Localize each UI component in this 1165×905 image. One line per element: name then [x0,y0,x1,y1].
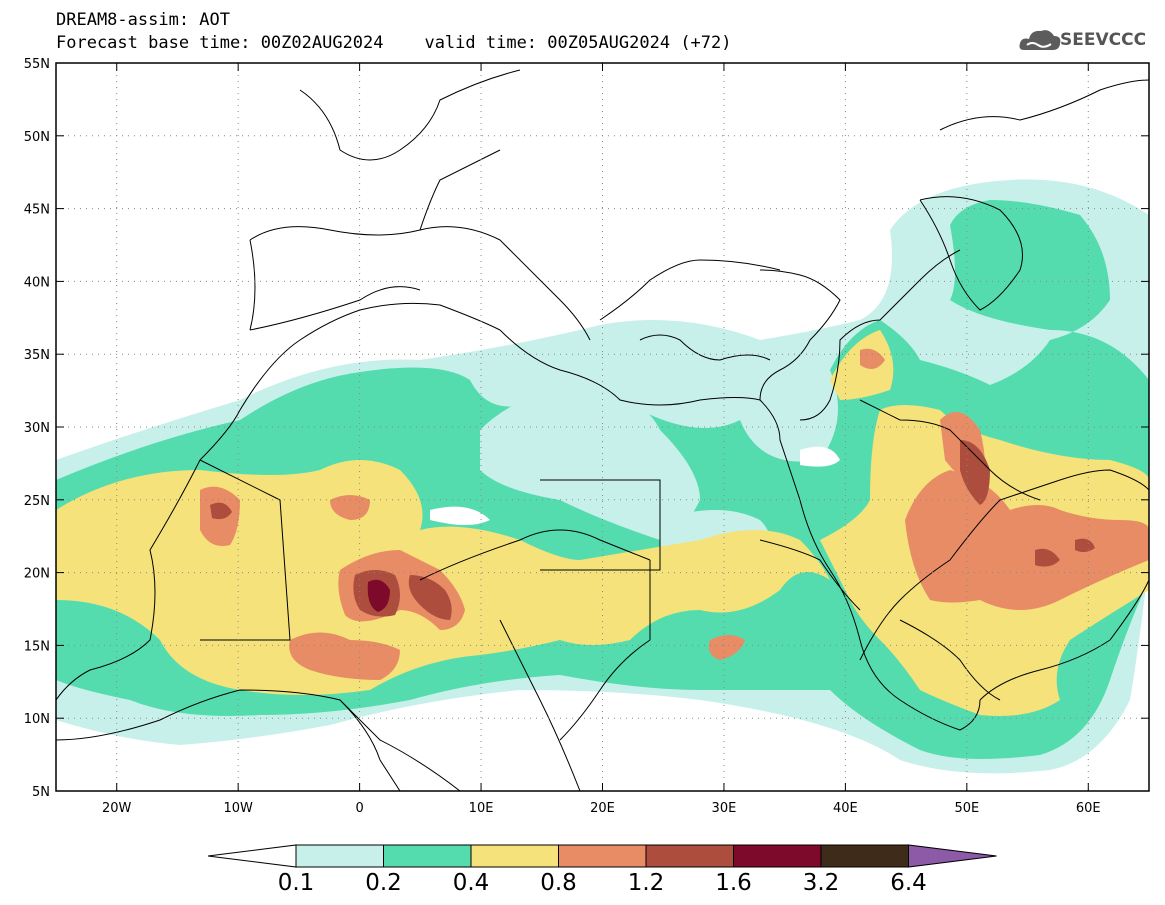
axis-ticks [56,62,1149,792]
lon-tick-label: 20E [590,801,615,816]
colorbar-swatch [383,844,472,868]
lat-tick-label: 55N [24,57,50,72]
colorbar-swatch [295,844,384,868]
lat-tick-label: 35N [24,348,50,363]
colorbar-level-label: 1.6 [715,870,752,896]
lat-tick-label: 20N [24,567,50,582]
forecast-time-label: Forecast base time: 00Z02AUG2024 valid t… [56,33,732,53]
colorbar-under-triangle [207,844,297,868]
lon-tick-label: 0 [355,801,363,816]
colorbar-level-label: 6.4 [890,870,927,896]
colorbar [207,844,997,868]
lat-tick-label: 50N [24,130,50,145]
lon-tick-labels: 20W 10W 0 10E 20E 30E 40E 50E 60E [102,801,1101,816]
lon-tick-label: 10E [469,801,494,816]
logo-text: SEEVCCC [1060,30,1147,50]
colorbar-swatch [733,844,822,868]
lat-tick-label: 40N [24,275,50,290]
colorbar-level-label: 0.8 [540,870,577,896]
colorbar-swatch [470,844,559,868]
map-title: DREAM8-assim: AOT [56,10,230,30]
lon-tick-label: 30E [712,801,737,816]
coastlines [56,69,1149,791]
aot-band-1.6 [367,579,390,612]
lat-tick-label: 25N [24,494,50,509]
lon-tick-label: 40E [833,801,858,816]
colorbar-over-triangle [908,844,997,868]
colorbar-level-label: 0.4 [452,870,490,896]
colorbar-swatch [820,844,909,868]
colorbar-level-label: 0.1 [277,870,315,896]
lon-tick-label: 10W [223,801,253,816]
lon-tick-label: 50E [954,801,979,816]
colorbar-level-label: 1.2 [627,870,665,896]
lat-tick-label: 10N [24,712,50,727]
colorbar-swatch [558,844,647,868]
aot-band-1.2 [210,440,1095,620]
lat-tick-label: 5N [32,785,50,800]
lat-tick-label: 45N [24,203,50,218]
gridlines [56,62,1149,792]
colorbar-swatch [645,844,734,868]
colorbar-level-label: 3.2 [802,870,840,896]
lat-tick-label: 15N [24,639,50,654]
lat-tick-label: 30N [24,421,50,436]
lon-tick-label: 60E [1076,801,1101,816]
lon-tick-label: 20W [102,801,132,816]
lat-tick-labels: 5N 10N 15N 20N 25N 30N 35N 40N 45N 50N 55N [24,57,50,800]
cloud-logo-icon [1019,30,1061,50]
colorbar-level-label: 0.2 [365,870,402,896]
